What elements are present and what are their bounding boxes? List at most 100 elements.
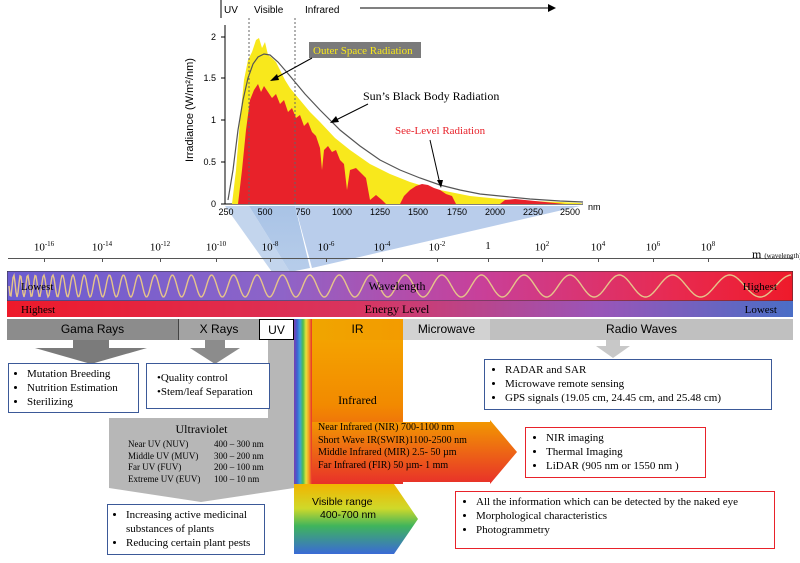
energy-left-label: Highest	[21, 304, 55, 316]
y-tick-label: 2	[211, 32, 216, 42]
annotation-arrow-icon	[330, 116, 339, 123]
x-tick-label: 2000	[485, 207, 505, 217]
x-tick-label: 2500	[560, 207, 580, 217]
wavelength-tick	[160, 258, 161, 262]
x-tick-label: 500	[257, 207, 272, 217]
visible-use-item: All the information which can be detecte…	[476, 495, 768, 509]
gamma-uses-list: Mutation BreedingNutrition EstimationSte…	[13, 367, 134, 409]
gamma-use-item: Sterilizing	[27, 395, 134, 409]
band-uv: UV	[259, 319, 294, 340]
xray-down-arrow	[190, 340, 240, 364]
ir-uses-list: NIR imagingThermal ImagingLiDAR (905 nm …	[532, 431, 699, 473]
uv-column	[268, 340, 294, 418]
region-infrared-label: Infrared	[305, 5, 339, 16]
uv-down-arrow	[109, 488, 294, 502]
x-tick-label: 750	[295, 207, 310, 217]
radio-down-arrow	[596, 340, 630, 358]
infrared-projection-fan	[295, 206, 580, 268]
y-axis-label: Irradiance (W/m²/nm)	[184, 58, 196, 162]
y-tick-label: 1	[211, 115, 216, 125]
outer-space-label-bg	[309, 42, 421, 58]
ir-uses-box: NIR imagingThermal ImagingLiDAR (905 nm …	[525, 427, 706, 478]
radio-use-item: Microwave remote sensing	[505, 377, 765, 391]
wavelength-tick	[708, 258, 709, 262]
y-tick-label: 0	[211, 199, 216, 209]
visible-range-value: 400-700 nm	[320, 509, 377, 521]
infrared-row: Far Infrared (FIR) 50 µm- 1 mm	[318, 459, 449, 471]
band-microwave: Microwave	[403, 319, 490, 340]
wavelength-tick-label: 104	[590, 240, 606, 254]
gamma-down-arrow	[35, 340, 147, 364]
black-body-curve	[227, 53, 584, 203]
uv-use-item: Reducing certain plant pests	[126, 536, 260, 550]
y-tick-label: 1.5	[203, 73, 216, 83]
spectrum-bars: Lowest Wavelength Highest Highest Energy…	[7, 271, 793, 317]
wavelength-tick-label: 10-10	[205, 240, 227, 254]
gamma-use-item: Nutrition Estimation	[27, 381, 134, 395]
infrared-title: Infrared	[338, 393, 377, 407]
gamma-use-item: Mutation Breeding	[27, 367, 134, 381]
y-tick-label: 0.5	[203, 157, 216, 167]
wavelength-tick	[382, 258, 383, 262]
wavelength-tick-label: 10-16	[33, 240, 55, 254]
wavelength-right-label: Highest	[743, 281, 777, 293]
arrow-head-icon	[548, 4, 556, 12]
wavelength-tick-label: 102	[534, 240, 550, 254]
wavelength-tick-label: 10-12	[149, 240, 171, 254]
wavelength-label: Wavelength	[368, 279, 425, 293]
annotation-arrow-icon	[270, 74, 279, 81]
visible-uses-box: All the information which can be detecte…	[455, 491, 775, 549]
visible-use-item: Photogrammetry	[476, 523, 768, 537]
band-x-rays: X Rays	[178, 319, 259, 340]
wavelength-tick-label: 10-6	[317, 240, 335, 254]
wavelength-tick-label: 10-4	[373, 240, 391, 254]
ultraviolet-title: Ultraviolet	[175, 422, 228, 436]
ir-use-item: Thermal Imaging	[546, 445, 699, 459]
wavelength-tick	[216, 258, 217, 262]
band-gamma-rays: Gama Rays	[7, 319, 178, 340]
infrared-row: Near Infrared (NIR) 700-1100 nm	[318, 422, 455, 433]
wavelength-tick	[102, 258, 103, 262]
solar-spectrum-chart: UV Visible Infrared 0 0.5 1 1.5 2 Irradi…	[184, 0, 601, 272]
wavelength-tick-label: 106	[645, 240, 661, 254]
xray-use-item: •Quality control	[157, 372, 228, 384]
x-tick-label: 2250	[523, 207, 543, 217]
sea-level-radiation-area	[238, 84, 456, 204]
xray-uses-box: •Quality control •Stem/leaf Separation	[146, 363, 270, 409]
wavelength-wave	[8, 272, 792, 299]
energy-label: Energy Level	[365, 302, 430, 316]
wavelength-tick	[270, 258, 271, 262]
radio-uses-list: RADAR and SARMicrowave remote sensingGPS…	[491, 363, 765, 405]
x-tick-label: 250	[218, 207, 233, 217]
ultraviolet-row: Middle UV (MUV) 300 – 200 nm	[128, 450, 264, 461]
visible-use-item: Morphological characteristics	[476, 509, 768, 523]
wavelength-left-label: Lowest	[21, 281, 53, 293]
infrared-ranges: Near Infrared (NIR) 700-1100 nm Short Wa…	[318, 422, 467, 472]
ultraviolet-panel	[109, 418, 294, 488]
gamma-uses-box: Mutation BreedingNutrition EstimationSte…	[8, 363, 139, 413]
ultraviolet-row: Far UV (FUV) 200 – 100 nm	[128, 462, 264, 472]
visible-uses-list: All the information which can be detecte…	[462, 495, 768, 537]
wavelength-tick	[653, 258, 654, 262]
wavelength-tick	[437, 258, 438, 262]
region-visible-label: Visible	[254, 5, 284, 16]
wavelength-tick-label: 108	[700, 240, 716, 254]
energy-right-label: Lowest	[745, 304, 777, 316]
band-radio-waves: Radio Waves	[490, 319, 793, 340]
region-uv-label: UV	[224, 5, 238, 16]
y-ticks: 0 0.5 1 1.5 2	[203, 32, 225, 209]
x-tick-label: 1250	[370, 207, 390, 217]
xray-uses-list: •Quality control •Stem/leaf Separation	[151, 371, 265, 399]
infrared-row: Short Wave IR(SWIR)1100-2500 nm	[318, 434, 467, 446]
x-tick-label: 1750	[447, 207, 467, 217]
wavelength-tick	[488, 258, 489, 262]
x-ticks: 250 500 750 1000 1250 1500 1750 2000 225…	[218, 202, 600, 217]
wavelength-tick	[326, 258, 327, 262]
outer-space-label: Outer Space Radiation	[313, 45, 413, 57]
infrared-arrow	[312, 420, 517, 484]
wavelength-tick-label: 10-14	[91, 240, 113, 254]
wavelength-tick	[44, 258, 45, 262]
radio-use-item: GPS signals (19.05 cm, 24.45 cm, and 25.…	[505, 391, 765, 405]
black-body-label: Sun’s Black Body Radiation	[363, 89, 499, 103]
radio-use-item: RADAR and SAR	[505, 363, 765, 377]
